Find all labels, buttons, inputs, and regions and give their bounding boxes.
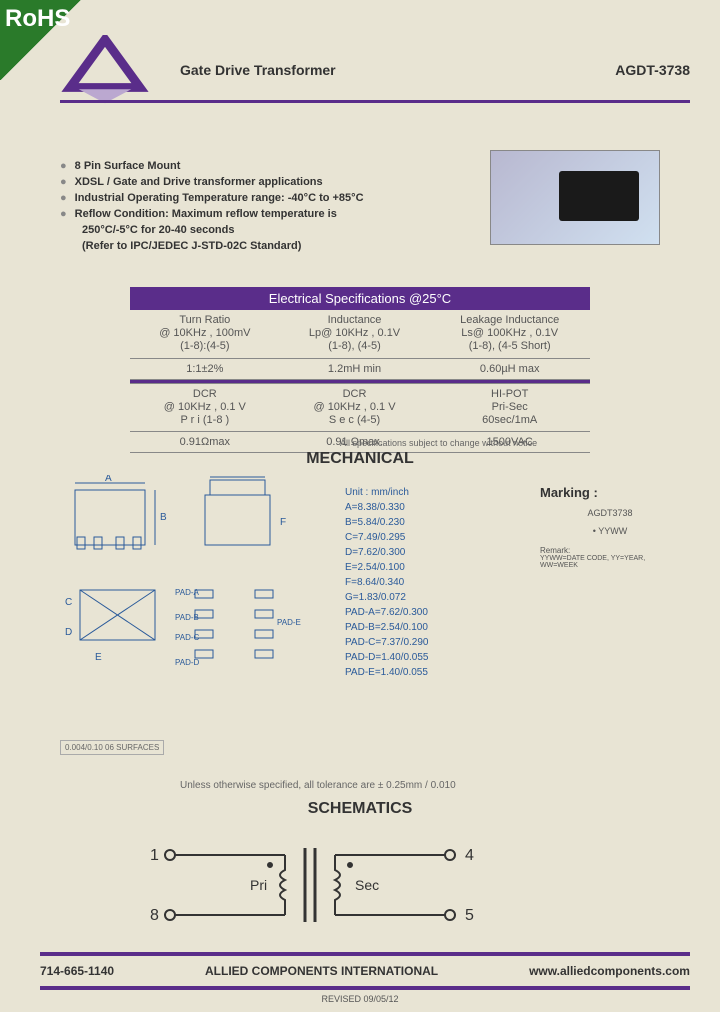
spec-value: 1.2mH min xyxy=(280,358,430,379)
dim-item: PAD-B=2.54/0.100 xyxy=(345,620,515,635)
features-list: 8 Pin Surface Mount XDSL / Gate and Driv… xyxy=(60,160,440,256)
mechanical-section: A B G F C D E xyxy=(55,475,690,785)
dim-item: PAD-C=7.37/0.290 xyxy=(345,635,515,650)
spec-col-header: DCR@ 10KHz , 0.1 VS e c (4-5) xyxy=(288,388,422,428)
company-logo xyxy=(60,35,150,105)
dim-item: C=7.49/0.295 xyxy=(345,530,515,545)
svg-text:C: C xyxy=(65,597,72,608)
feature-item: 250°C/-5°C for 20-40 seconds xyxy=(82,224,234,236)
rohs-badge: RoHS xyxy=(5,5,70,33)
product-title: Gate Drive Transformer xyxy=(180,62,336,78)
dim-item: A=8.38/0.330 xyxy=(345,500,515,515)
coating-note: 0.004/0.10 06 SURFACES xyxy=(60,740,164,755)
spec-col-header: Leakage InductanceLs@ 100KHz , 0.1V(1-8)… xyxy=(437,314,582,354)
svg-text:PAD-C: PAD-C xyxy=(175,633,200,642)
dim-item: E=2.54/0.100 xyxy=(345,560,515,575)
spec-value: 0.60µH max xyxy=(429,358,590,379)
dimensions-list: Unit : mm/inch A=8.38/0.330 B=5.84/0.230… xyxy=(345,485,515,680)
dim-item: PAD-A=7.62/0.300 xyxy=(345,605,515,620)
svg-text:F: F xyxy=(280,517,286,528)
svg-text:G: G xyxy=(235,475,243,478)
dim-unit: Unit : mm/inch xyxy=(345,485,515,500)
svg-text:Pri: Pri xyxy=(250,877,267,893)
footer: 714-665-1140 ALLIED COMPONENTS INTERNATI… xyxy=(40,952,690,990)
svg-text:5: 5 xyxy=(465,907,474,924)
svg-text:PAD-A: PAD-A xyxy=(175,588,200,597)
svg-text:Sec: Sec xyxy=(355,877,379,893)
mechanical-drawings: A B G F C D E xyxy=(55,475,335,735)
svg-text:8: 8 xyxy=(150,907,159,924)
header-divider xyxy=(60,100,690,103)
feature-item: 8 Pin Surface Mount xyxy=(75,160,181,172)
spec-col-header: InductanceLp@ 10KHz , 0.1V(1-8), (4-5) xyxy=(288,314,422,354)
feature-item: XDSL / Gate and Drive transformer applic… xyxy=(75,176,323,188)
svg-text:B: B xyxy=(160,512,167,523)
svg-text:A: A xyxy=(105,475,112,484)
product-photo xyxy=(490,150,660,245)
schematics-title: SCHEMATICS xyxy=(0,800,720,818)
feature-item: (Refer to IPC/JEDEC J-STD-02C Standard) xyxy=(82,240,301,252)
spec-col-header: HI-POTPri-Sec60sec/1mA xyxy=(437,388,582,428)
marking-code: • YYWW xyxy=(540,526,680,536)
svg-text:D: D xyxy=(65,627,72,638)
marking-label: Marking : xyxy=(540,485,680,500)
svg-text:4: 4 xyxy=(465,847,474,864)
spec-footnote: All specifications subject to change wit… xyxy=(340,438,537,448)
dim-item: PAD-E=1.40/0.055 xyxy=(345,665,515,680)
header: Gate Drive Transformer AGDT-3738 xyxy=(60,35,690,105)
part-number: AGDT-3738 xyxy=(615,62,690,78)
dim-item: D=7.62/0.300 xyxy=(345,545,515,560)
footer-phone: 714-665-1140 xyxy=(40,964,114,978)
spec-value: 1:1±2% xyxy=(130,358,280,379)
tolerance-note: Unless otherwise specified, all toleranc… xyxy=(180,780,456,791)
spec-col-header: Turn Ratio@ 10KHz , 100mV(1-8):(4-5) xyxy=(138,314,272,354)
svg-text:PAD-D: PAD-D xyxy=(175,658,200,667)
svg-text:E: E xyxy=(95,652,102,663)
marking-section: Marking : AGDT3738 • YYWW Remark: YYWW=D… xyxy=(540,485,680,569)
marking-note: YYWW=DATE CODE, YY=YEAR, WW=WEEK xyxy=(540,555,680,569)
feature-item: Reflow Condition: Maximum reflow tempera… xyxy=(75,208,337,220)
dim-item: F=8.64/0.340 xyxy=(345,575,515,590)
marking-part: AGDT3738 xyxy=(540,508,680,518)
dim-item: G=1.83/0.072 xyxy=(345,590,515,605)
revised-date: REVISED 09/05/12 xyxy=(0,994,720,1004)
footer-company: ALLIED COMPONENTS INTERNATIONAL xyxy=(205,964,438,978)
mechanical-title: MECHANICAL xyxy=(0,450,720,468)
spec-col-header: DCR@ 10KHz , 0.1 VP r i (1-8 ) xyxy=(138,388,272,428)
spec-header: Electrical Specifications @25°C xyxy=(130,287,590,310)
feature-item: Industrial Operating Temperature range: … xyxy=(75,192,364,204)
electrical-spec-table: Electrical Specifications @25°C Turn Rat… xyxy=(130,287,590,453)
dim-item: PAD-D=1.40/0.055 xyxy=(345,650,515,665)
dim-item: B=5.84/0.230 xyxy=(345,515,515,530)
marking-remark: Remark: xyxy=(540,546,680,555)
footer-url: www.alliedcomponents.com xyxy=(529,964,690,978)
svg-text:PAD-E: PAD-E xyxy=(277,618,301,627)
schematic-diagram: 1 8 4 5 Pri Sec xyxy=(130,830,570,940)
svg-text:1: 1 xyxy=(150,847,159,864)
svg-text:PAD-B: PAD-B xyxy=(175,613,199,622)
